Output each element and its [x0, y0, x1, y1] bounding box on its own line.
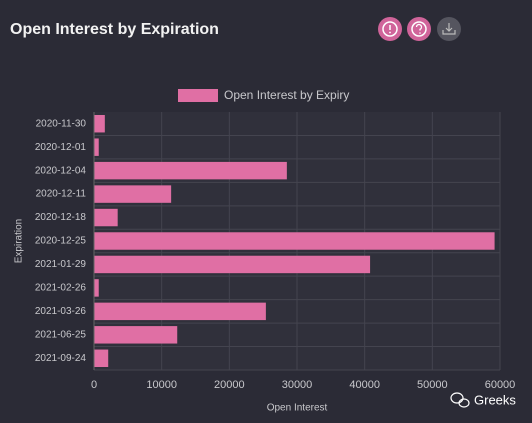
x-tick-label: 60000: [485, 379, 516, 391]
chart-title: Open Interest by Expiration: [10, 21, 219, 38]
bar: [94, 302, 266, 321]
x-tick-label: 20000: [214, 379, 245, 391]
help-button[interactable]: [407, 17, 431, 41]
bar: [94, 115, 105, 133]
y-tick-label: 2020-12-04: [35, 165, 87, 176]
x-tick-label: 10000: [146, 379, 177, 391]
bar: [94, 161, 287, 180]
info-button[interactable]: [378, 17, 402, 41]
x-tick-label: 30000: [282, 379, 313, 391]
y-tick-label: 2020-12-25: [35, 236, 87, 247]
x-axis-label: Open Interest: [267, 403, 328, 414]
x-tick-label: 0: [91, 379, 97, 391]
bar: [94, 279, 99, 297]
watermark: Greeks: [450, 392, 516, 408]
y-tick-label: 2021-06-25: [35, 329, 87, 340]
watermark-text: Greeks: [474, 392, 516, 407]
y-axis-label: Expiration: [14, 219, 25, 263]
y-tick-label: 2020-11-30: [36, 118, 87, 129]
y-tick-label: 2021-03-26: [35, 306, 87, 317]
y-tick-label: 2020-12-11: [36, 189, 87, 200]
x-tick-label: 50000: [417, 379, 448, 391]
bar: [94, 326, 178, 344]
download-button[interactable]: [437, 17, 461, 41]
bar: [94, 255, 371, 274]
legend-label: Open Interest by Expiry: [224, 88, 349, 102]
x-tick-label: 40000: [349, 379, 380, 391]
y-tick-label: 2021-02-26: [35, 283, 87, 294]
bar: [94, 232, 495, 250]
bar: [94, 349, 109, 367]
bar: [94, 185, 172, 203]
bar: [94, 138, 99, 156]
y-tick-label: 2020-12-01: [35, 142, 87, 153]
y-tick-label: 2020-12-18: [35, 212, 87, 223]
bar: [94, 208, 118, 227]
legend-swatch: [178, 89, 218, 102]
y-tick-label: 2021-09-24: [35, 353, 87, 364]
y-tick-label: 2021-01-29: [35, 259, 87, 270]
